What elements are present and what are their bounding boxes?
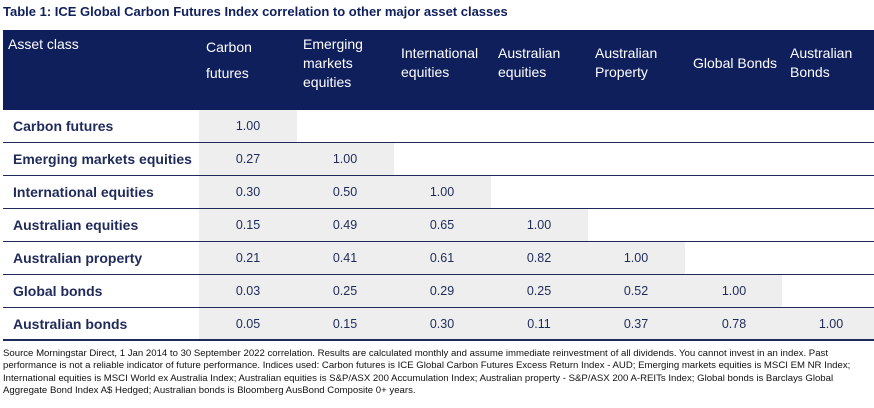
cell-value: 0.50 — [332, 185, 358, 199]
row-divider — [3, 142, 874, 143]
cell-value: 0.15 — [235, 218, 261, 232]
header-global-bonds: Global Bonds — [693, 55, 778, 71]
shade-col-5 — [588, 242, 685, 341]
cell-value: 0.49 — [332, 218, 358, 232]
table-row: International equities 0.30 0.50 1.00 — [3, 176, 874, 209]
row-divider — [3, 241, 874, 242]
row-label: Global bonds — [13, 283, 103, 299]
shade-col-7 — [782, 308, 874, 341]
header-australian-bonds: Australian Bonds — [790, 45, 853, 80]
table-row: Emerging markets equities 0.27 1.00 — [3, 143, 874, 176]
cell-value: 0.41 — [332, 251, 358, 265]
row-divider — [3, 274, 874, 275]
cell-value: 1.00 — [818, 317, 844, 331]
table-row: Australian bonds 0.05 0.15 0.30 0.11 0.3… — [3, 308, 874, 341]
header-carbon-futures: Carbon futures — [206, 39, 252, 81]
cell-value: 0.78 — [721, 317, 747, 331]
row-label: Carbon futures — [13, 118, 114, 134]
source-footnote: Source Morningstar Direct, 1 Jan 2014 to… — [3, 348, 851, 397]
cell-value: 0.25 — [526, 284, 552, 298]
row-label: Australian equities — [13, 217, 139, 233]
cell-value: 0.37 — [623, 317, 649, 331]
row-label: Emerging markets equities — [13, 151, 192, 167]
header-international-equities: International equities — [401, 45, 479, 80]
shade-col-1 — [199, 110, 297, 341]
cell-value: 0.30 — [429, 317, 455, 331]
header-australian-property: Australian Property — [595, 45, 658, 80]
row-divider — [3, 208, 874, 209]
row-divider — [3, 339, 874, 341]
table-row: Global bonds 0.03 0.25 0.29 0.25 0.52 1.… — [3, 275, 874, 308]
cell-value: 0.27 — [235, 152, 261, 166]
cell-value: 1.00 — [721, 284, 747, 298]
row-label: Australian property — [13, 250, 143, 266]
cell-value: 0.65 — [429, 218, 455, 232]
shade-col-2 — [297, 143, 394, 341]
shade-col-4 — [491, 209, 588, 341]
cell-value: 0.61 — [429, 251, 455, 265]
cell-value: 0.15 — [332, 317, 358, 331]
row-divider — [3, 175, 874, 176]
cell-value: 1.00 — [526, 218, 552, 232]
table-row: Australian equities 0.15 0.49 0.65 1.00 — [3, 209, 874, 242]
cell-value: 1.00 — [332, 152, 358, 166]
cell-value: 0.52 — [623, 284, 649, 298]
table-title: Table 1: ICE Global Carbon Futures Index… — [3, 4, 508, 19]
cell-value: 1.00 — [429, 185, 455, 199]
cell-value: 0.30 — [235, 185, 261, 199]
cell-value: 0.11 — [527, 317, 551, 331]
row-label: International equities — [13, 184, 154, 200]
row-divider — [3, 307, 874, 308]
header-asset-class: Asset class — [8, 36, 79, 52]
cell-value: 0.21 — [235, 251, 261, 265]
shade-col-6 — [685, 275, 782, 341]
cell-value: 0.03 — [235, 284, 261, 298]
shade-col-3 — [394, 176, 491, 341]
cell-value: 1.00 — [623, 251, 649, 265]
cell-value: 0.82 — [526, 251, 552, 265]
header-australian-equities: Australian equities — [498, 45, 561, 80]
table-row: Australian property 0.21 0.41 0.61 0.82 … — [3, 242, 874, 275]
cell-value: 0.29 — [429, 284, 455, 298]
row-label: Australian bonds — [13, 316, 128, 332]
table-row: Carbon futures 1.00 — [3, 110, 874, 143]
table-header: Asset class Carbon futures Emerging mark… — [3, 30, 874, 110]
cell-value: 1.00 — [235, 119, 261, 133]
header-emerging-markets-equities: Emerging markets equities — [303, 36, 363, 90]
cell-value: 0.25 — [332, 284, 358, 298]
cell-value: 0.05 — [235, 317, 261, 331]
